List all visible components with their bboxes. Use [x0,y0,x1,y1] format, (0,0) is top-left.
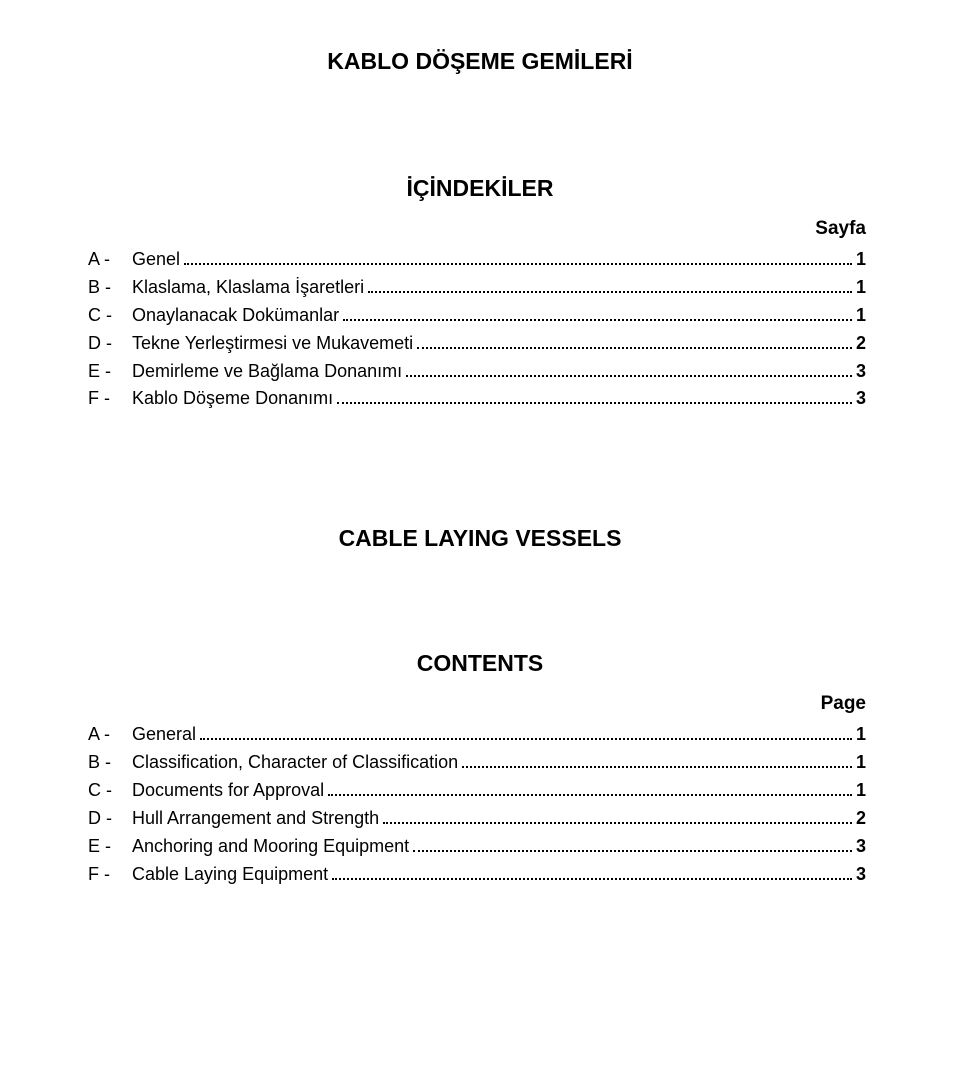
toc-prefix: D - [88,805,132,833]
toc-page: 3 [856,861,872,889]
toc-prefix: D - [88,330,132,358]
toc-prefix: C - [88,302,132,330]
toc-row: C - Onaylanacak Dokümanlar 1 [88,302,872,330]
toc-label: Genel [132,246,180,274]
toc-row: F - Kablo Döşeme Donanımı 3 [88,385,872,413]
toc-prefix: F - [88,861,132,889]
toc-dots [200,726,852,741]
toc-page: 3 [856,833,872,861]
page-label-tr: Sayfa [88,218,872,240]
toc-prefix: B - [88,274,132,302]
toc-row: A - General 1 [88,721,872,749]
toc-dots [184,250,852,265]
toc-row: A - Genel 1 [88,246,872,274]
toc-page: 2 [856,330,872,358]
toc-label: General [132,721,196,749]
toc-label: Demirleme ve Bağlama Donanımı [132,358,402,386]
toc-row: B - Classification, Character of Classif… [88,749,872,777]
toc-label: Onaylanacak Dokümanlar [132,302,339,330]
toc-dots [343,306,852,321]
toc-dots [337,390,852,405]
toc-label: Hull Arrangement and Strength [132,805,379,833]
toc-dots [417,334,852,349]
toc-tr: A - Genel 1 B - Klaslama, Klaslama İşare… [88,246,872,413]
toc-dots [328,782,852,797]
toc-dots [368,278,852,293]
toc-label: Cable Laying Equipment [132,861,328,889]
toc-label: Classification, Character of Classificat… [132,749,458,777]
toc-row: C - Documents for Approval 1 [88,777,872,805]
toc-prefix: E - [88,833,132,861]
toc-prefix: F - [88,385,132,413]
toc-row: E - Anchoring and Mooring Equipment 3 [88,833,872,861]
toc-prefix: A - [88,246,132,274]
toc-label: Anchoring and Mooring Equipment [132,833,409,861]
toc-row: D - Hull Arrangement and Strength 2 [88,805,872,833]
toc-dots [413,837,852,852]
toc-heading-en: CONTENTS [88,650,872,677]
toc-row: B - Klaslama, Klaslama İşaretleri 1 [88,274,872,302]
toc-dots [406,362,852,377]
main-title-en: CABLE LAYING VESSELS [88,525,872,552]
toc-prefix: A - [88,721,132,749]
toc-prefix: B - [88,749,132,777]
toc-dots [332,865,852,880]
toc-page: 1 [856,274,872,302]
toc-en: A - General 1 B - Classification, Charac… [88,721,872,888]
toc-row: E - Demirleme ve Bağlama Donanımı 3 [88,358,872,386]
toc-page: 3 [856,358,872,386]
toc-heading-tr: İÇİNDEKİLER [88,175,872,202]
toc-dots [383,809,852,824]
document-page: KABLO DÖŞEME GEMİLERİ İÇİNDEKİLER Sayfa … [0,0,960,1078]
toc-label: Klaslama, Klaslama İşaretleri [132,274,364,302]
toc-page: 2 [856,805,872,833]
toc-row: F - Cable Laying Equipment 3 [88,861,872,889]
toc-prefix: C - [88,777,132,805]
main-title: KABLO DÖŞEME GEMİLERİ [88,48,872,75]
toc-page: 1 [856,246,872,274]
toc-page: 3 [856,385,872,413]
toc-page: 1 [856,721,872,749]
toc-row: D - Tekne Yerleştirmesi ve Mukavemeti 2 [88,330,872,358]
toc-page: 1 [856,749,872,777]
toc-prefix: E - [88,358,132,386]
toc-label: Documents for Approval [132,777,324,805]
toc-label: Tekne Yerleştirmesi ve Mukavemeti [132,330,413,358]
toc-dots [462,754,852,769]
toc-page: 1 [856,302,872,330]
page-label-en: Page [88,693,872,715]
toc-label: Kablo Döşeme Donanımı [132,385,333,413]
toc-page: 1 [856,777,872,805]
